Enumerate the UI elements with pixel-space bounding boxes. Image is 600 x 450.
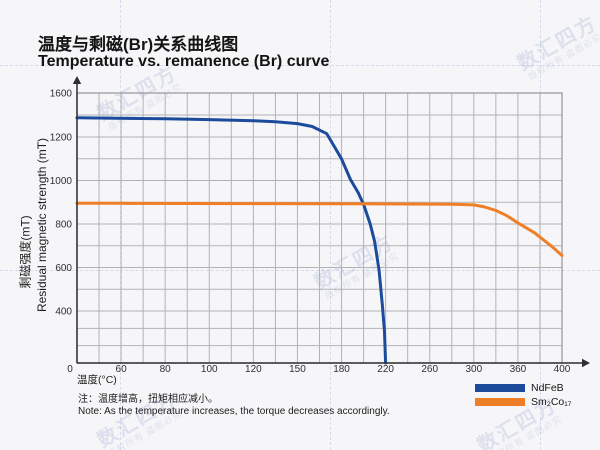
- y-axis-arrow-icon: [72, 76, 82, 84]
- legend-swatch-ndfeb: [475, 383, 525, 392]
- x-tick-label: 400: [554, 364, 571, 375]
- legend-item-ndfeb: NdFeB: [475, 381, 571, 394]
- x-tick-label: 80: [160, 364, 172, 375]
- legend: NdFeB Sm₂Co₁₇: [475, 381, 571, 409]
- y-tick-label: 800: [55, 220, 72, 231]
- x-tick-label: 100: [201, 364, 218, 375]
- y-tick-label: 400: [55, 307, 72, 318]
- footnote-zh: 注：温度增高，扭矩相应减小。: [78, 394, 218, 405]
- x-axis-title: 温度(°C): [77, 374, 117, 386]
- y-tick-label: 1600: [50, 89, 73, 100]
- x-tick-label: 260: [421, 364, 438, 375]
- x-tick-label: 360: [510, 364, 527, 375]
- page-title-zh: 温度与剩磁(Br)关系曲线图: [38, 35, 239, 54]
- x-tick-label: 60: [116, 364, 128, 375]
- series-line-sm2co17: [75, 201, 564, 257]
- y-axis-title-en: Residual magnetic strength (mT): [35, 137, 49, 313]
- x-tick-label: 180: [333, 364, 350, 375]
- footnote-en: Note: As the temperature increases, the …: [78, 406, 390, 417]
- legend-item-sm2co17: Sm₂Co₁₇: [475, 395, 571, 408]
- x-tick-label: 150: [289, 364, 306, 375]
- y-tick-label: 600: [55, 263, 72, 274]
- x-tick-label: 0: [67, 364, 73, 375]
- y-axis-title-zh: 剩磁强度(mT): [18, 215, 33, 289]
- x-tick-label: 220: [377, 364, 394, 375]
- y-tick-label: 1000: [50, 176, 73, 187]
- series-line-ndfeb: [75, 116, 388, 365]
- x-axis-arrow-icon: [582, 358, 590, 368]
- page-title-en: Temperature vs. remanence (Br) curve: [38, 53, 330, 70]
- footnote: 注：温度增高，扭矩相应减小。 Note: As the temperature …: [78, 394, 390, 418]
- legend-label-ndfeb: NdFeB: [531, 381, 564, 394]
- y-tick-label: 1200: [50, 133, 73, 144]
- x-tick-label: 300: [465, 364, 482, 375]
- legend-swatch-sm2co17: [475, 397, 525, 406]
- x-tick-label: 120: [245, 364, 262, 375]
- legend-label-sm2co17: Sm₂Co₁₇: [531, 395, 572, 408]
